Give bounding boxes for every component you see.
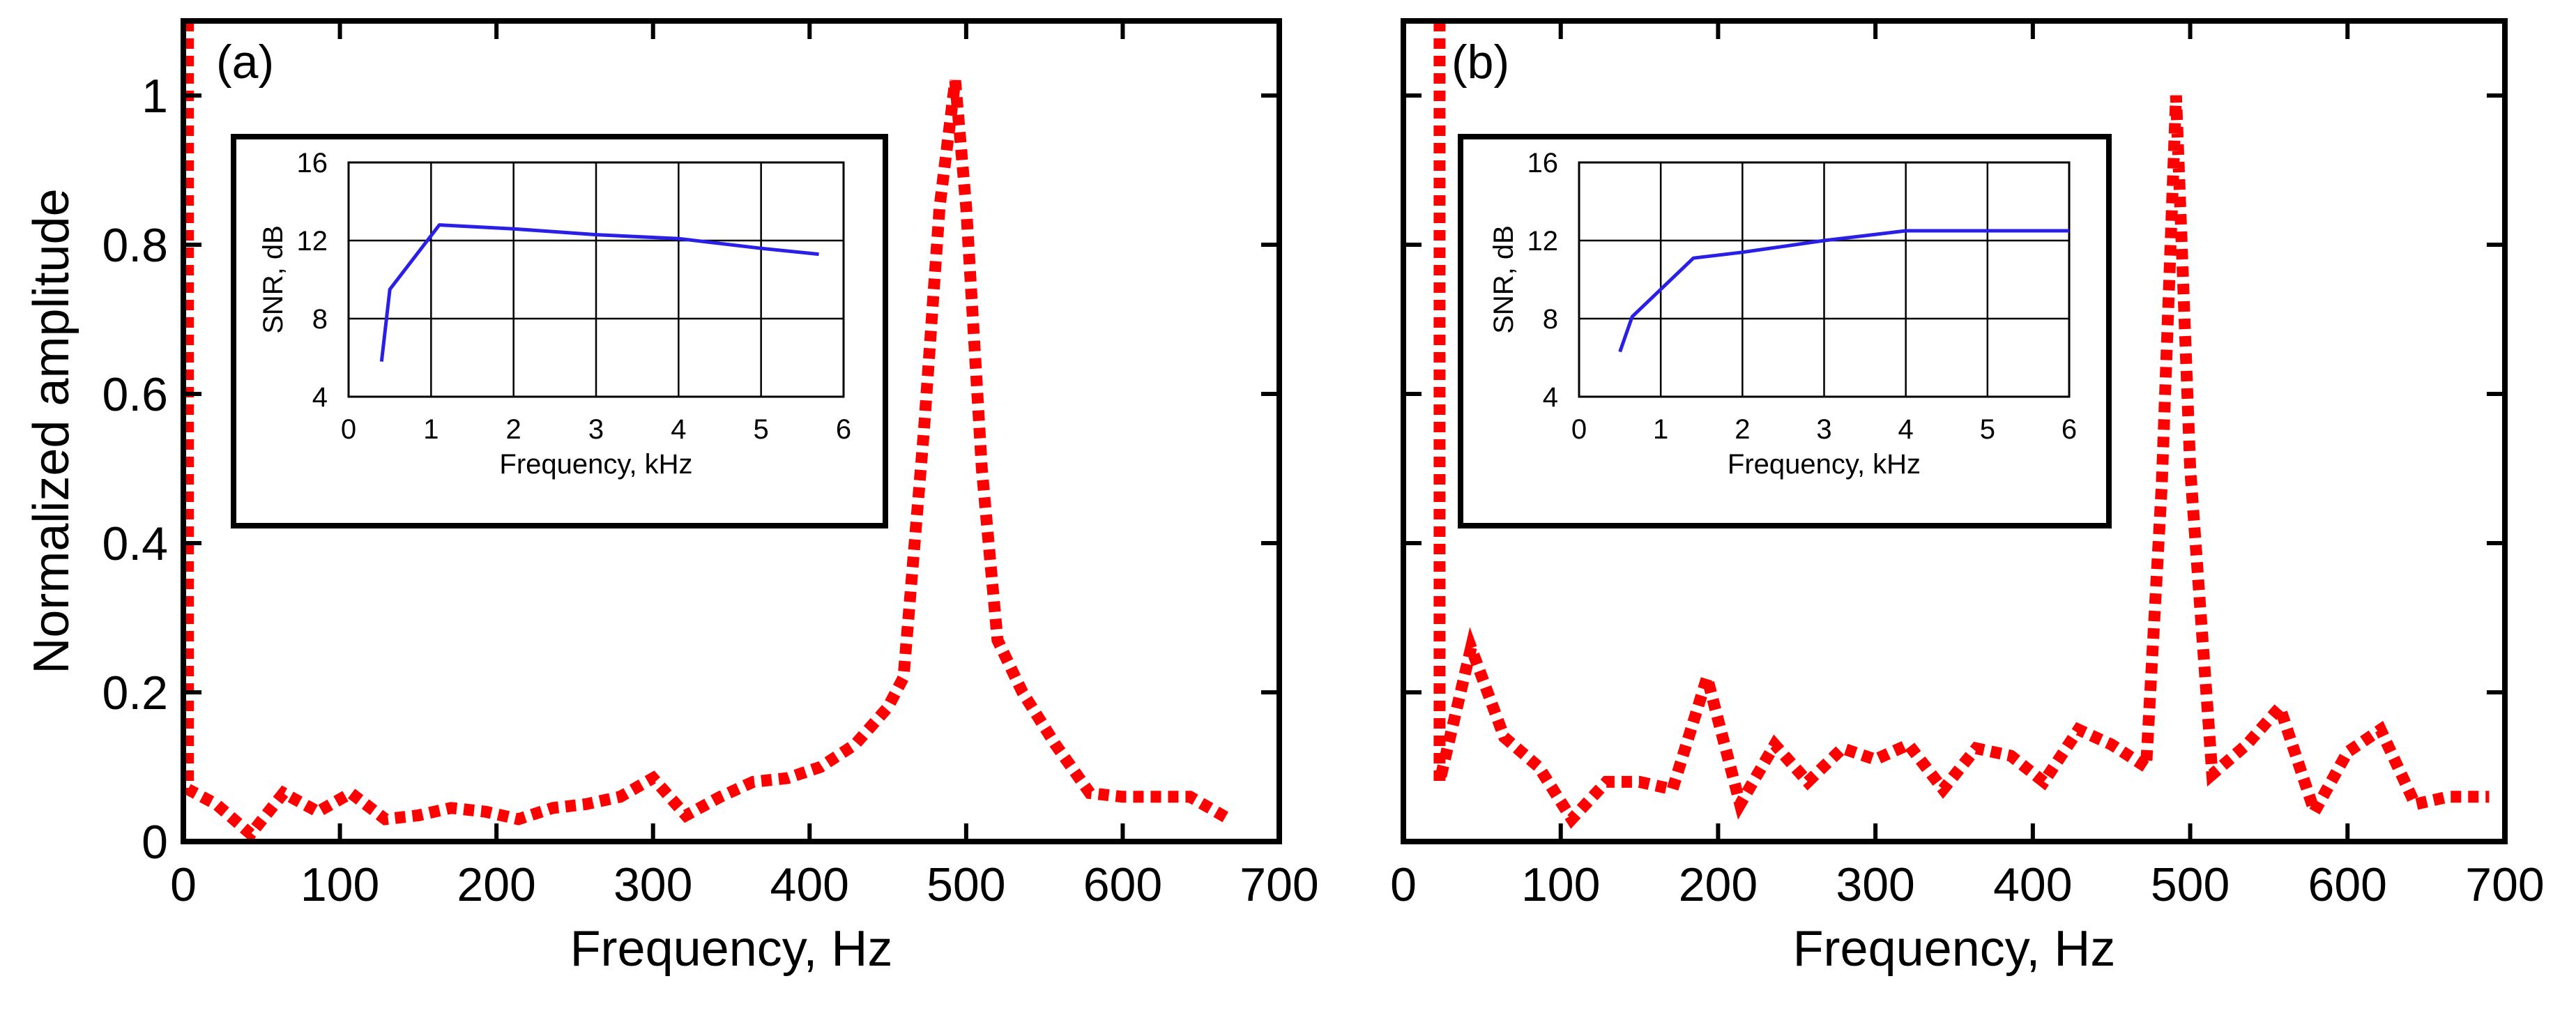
x-tick-label: 700 [2465, 858, 2544, 911]
x-axis-title: Frequency, Hz [1793, 921, 2116, 977]
x-tick-label: 700 [1240, 858, 1318, 911]
x-tick-label: 600 [2308, 858, 2387, 911]
inset-y-tick-label: 12 [1527, 226, 1559, 257]
x-tick-label: 500 [927, 858, 1005, 911]
inset-y-tick-label: 8 [312, 304, 328, 335]
y-tick-label: 0.8 [102, 219, 168, 272]
inset-x-tick-label: 3 [1816, 414, 1831, 445]
inset-x-tick-label: 4 [1898, 414, 1914, 445]
inset-y-tick-label: 16 [1527, 148, 1559, 178]
x-tick-label: 200 [457, 858, 535, 911]
inset-frame [231, 134, 888, 528]
inset-plot-frame [347, 161, 845, 398]
x-tick-label: 300 [613, 858, 692, 911]
x-tick-label: 500 [2151, 858, 2230, 911]
inset-x-tick-label: 2 [1735, 414, 1750, 445]
x-tick-label: 300 [1836, 858, 1914, 911]
inset-x-axis-title: Frequency, kHz [499, 449, 692, 480]
panel-label: (b) [1451, 36, 1509, 89]
inset-x-axis-title: Frequency, kHz [1728, 449, 1921, 480]
inset-x-tick-label: 2 [506, 414, 521, 445]
x-tick-label: 0 [1390, 858, 1417, 911]
inset-x-tick-label: 4 [671, 414, 686, 445]
panel-label: (a) [216, 36, 274, 89]
y-tick-label: 0.6 [102, 368, 168, 421]
inset-x-tick-label: 3 [588, 414, 604, 445]
spectrum-series-a [183, 21, 1233, 842]
inset-snr-series [379, 223, 819, 362]
inset-x-tick-label: 6 [2061, 414, 2077, 445]
x-tick-label: 0 [170, 858, 197, 911]
spectrum-series-b [1433, 21, 2490, 829]
inset-y-tick-label: 16 [297, 148, 328, 178]
x-tick-label: 200 [1679, 858, 1758, 911]
inset-y-axis-title: SNR, dB [258, 225, 289, 334]
x-tick-label: 400 [1993, 858, 2072, 911]
inset-x-tick-label: 5 [754, 414, 769, 445]
inset-y-tick-label: 4 [1543, 382, 1558, 413]
inset-snr-series [1618, 229, 2069, 353]
x-axis-title: Frequency, Hz [570, 921, 893, 977]
y-axis-title: Normalized amplitude [24, 188, 79, 674]
y-tick-label: 0.4 [102, 517, 168, 570]
inset-x-tick-label: 1 [1653, 414, 1668, 445]
panel-a: 0 100 200 300 400 500 600 700 0 0.2 0.4 0.6 0.8 1 Freq… [24, 18, 1319, 977]
y-tick-label: 1 [142, 70, 168, 123]
inset-x-tick-label: 0 [341, 414, 356, 445]
inset-x-tick-label: 0 [1571, 414, 1587, 445]
plot-frame [1401, 18, 2508, 844]
y-tick-label: 0.2 [102, 667, 168, 720]
inset-plot-frame [1578, 161, 2071, 398]
inset-x-tick-label: 6 [836, 414, 851, 445]
x-tick-label: 400 [770, 858, 849, 911]
inset-frame [1458, 134, 2112, 528]
inset-y-axis-title: SNR, dB [1488, 225, 1519, 334]
x-tick-label: 600 [1083, 858, 1162, 911]
inset-x-tick-label: 5 [1980, 414, 1995, 445]
y-tick-label: 0 [142, 816, 168, 869]
x-tick-label: 100 [1521, 858, 1600, 911]
inset-y-tick-label: 8 [1543, 304, 1558, 335]
plot-frame [181, 18, 1282, 844]
panel-b: 0 100 200 300 400 500 600 700 Frequency, Hz (b) 0 1… [1390, 18, 2545, 977]
inset-x-tick-label: 1 [423, 414, 439, 445]
inset-y-tick-label: 4 [312, 382, 328, 413]
inset-y-tick-label: 12 [297, 226, 328, 257]
x-tick-label: 100 [300, 858, 379, 911]
